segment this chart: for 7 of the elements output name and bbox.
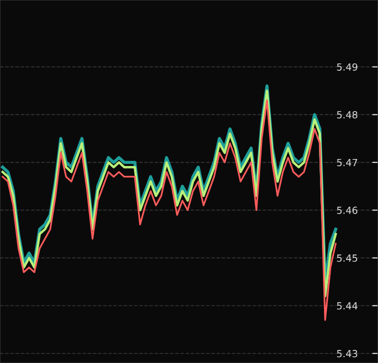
y-tick-label: 5.49 — [337, 63, 358, 71]
y-tick-label: 5.46 — [337, 206, 358, 214]
y-tick-label: 5.44 — [337, 302, 358, 310]
y-tick-label: 5.45 — [337, 254, 358, 262]
y-tick-label: 5.47 — [337, 159, 358, 166]
y-tick-label: 5.43 — [337, 350, 358, 358]
y-tick-label: 5.48 — [337, 111, 358, 118]
